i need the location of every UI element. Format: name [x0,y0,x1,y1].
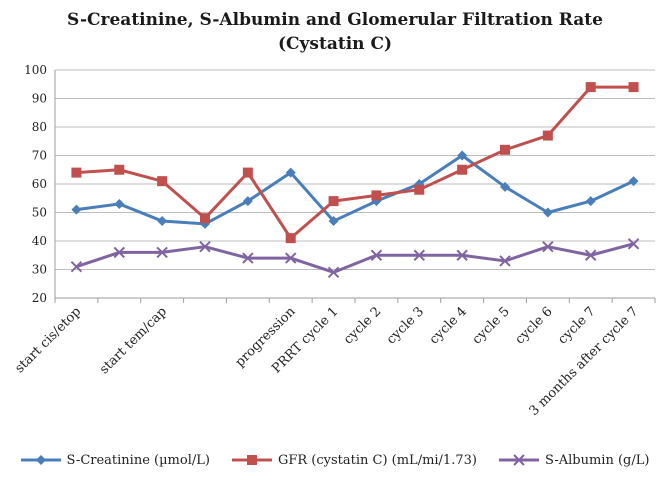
data-point-s2-1 [113,246,125,259]
data-point-s2-13 [627,238,640,250]
y-tick-label-90: 90 [32,92,47,106]
legend-item-creatinine: S-Creatinine (µmol/L) [20,452,210,468]
x-tick-label-0: start cis/etop [12,304,84,376]
data-point-s1-5 [285,233,296,244]
data-point-s2-12 [585,249,597,261]
x-tick-label-11: cycle 6 [512,304,555,347]
data-point-s1-8 [414,184,425,195]
data-point-s1-11 [542,130,553,141]
y-tick-label-60: 60 [32,177,47,191]
data-point-s0-1 [114,198,125,209]
x-tick-label-10: cycle 5 [470,304,513,347]
legend-item-albumin: S-Albumin (g/L) [498,452,650,468]
data-point-s1-6 [328,196,339,207]
legend-item-gfr: GFR (cystatin C) (mL/mi/1.73) [231,452,477,468]
data-point-s2-5 [285,252,297,264]
series-line-2 [75,242,634,274]
data-point-s1-7 [371,190,382,201]
x-tick-label-12: cycle 7 [555,304,598,347]
data-point-s1-1 [114,164,125,175]
data-point-s2-9 [456,249,468,261]
y-tick-label-40: 40 [32,234,47,248]
data-point-s1-10 [500,144,510,155]
chart-title-line-1: S-Creatinine, S-Albumin and Glomerular F… [67,10,603,30]
data-point-s2-10 [499,255,511,267]
data-point-s0-9 [457,150,468,161]
data-point-s0-10 [500,181,510,192]
data-point-s0-2 [157,216,168,227]
legend-label-creatinine: S-Creatinine (µmol/L) [66,452,210,468]
data-point-s2-0 [70,260,83,273]
x-tick-label-9: cycle 4 [427,304,470,347]
data-point-s2-7 [370,249,383,261]
y-tick-label-50: 50 [32,206,47,220]
legend-label-albumin: S-Albumin (g/L) [544,452,650,468]
data-point-s2-8 [413,249,425,261]
data-point-s0-13 [628,176,639,187]
y-tick-label-80: 80 [32,120,47,134]
y-tick-label-70: 70 [32,149,47,163]
legend-swatch-creatinine [20,455,61,465]
data-point-s2-11 [542,240,554,253]
data-point-s1-4 [242,167,253,178]
x-tick-label-7: cycle 2 [341,304,384,347]
data-point-s1-3 [200,213,210,224]
data-point-s1-13 [628,82,639,93]
legend-swatch-albumin [498,454,539,466]
data-point-s0-5 [285,167,296,178]
data-point-s2-2 [156,246,168,259]
data-point-s0-4 [242,196,253,207]
data-point-s2-6 [327,266,340,279]
data-point-s0-0 [71,204,82,215]
y-tick-label-30: 30 [32,263,47,277]
data-point-s1-9 [457,164,468,175]
y-tick-label-20: 20 [32,291,47,305]
data-point-s2-3 [199,240,211,253]
x-tick-label-8: cycle 3 [384,304,427,347]
x-tick-label-2: start tem/cap [97,304,170,377]
series-line-0 [76,154,635,226]
data-point-s2-4 [242,252,254,264]
y-tick-label-100: 100 [24,63,47,77]
legend: S-Creatinine (µmol/L) GFR (cystatin C) (… [0,449,670,471]
data-point-s0-11 [542,207,553,218]
data-point-s0-12 [585,196,596,207]
data-point-s1-0 [71,167,82,178]
legend-label-gfr: GFR (cystatin C) (mL/mi/1.73) [277,452,477,468]
series-line-1 [76,85,634,240]
chart-title-line-2: (Cystatin C) [277,34,393,54]
data-point-s1-12 [585,82,596,93]
data-point-s0-6 [328,216,339,227]
data-point-s1-2 [157,176,168,187]
legend-swatch-gfr [231,455,272,465]
